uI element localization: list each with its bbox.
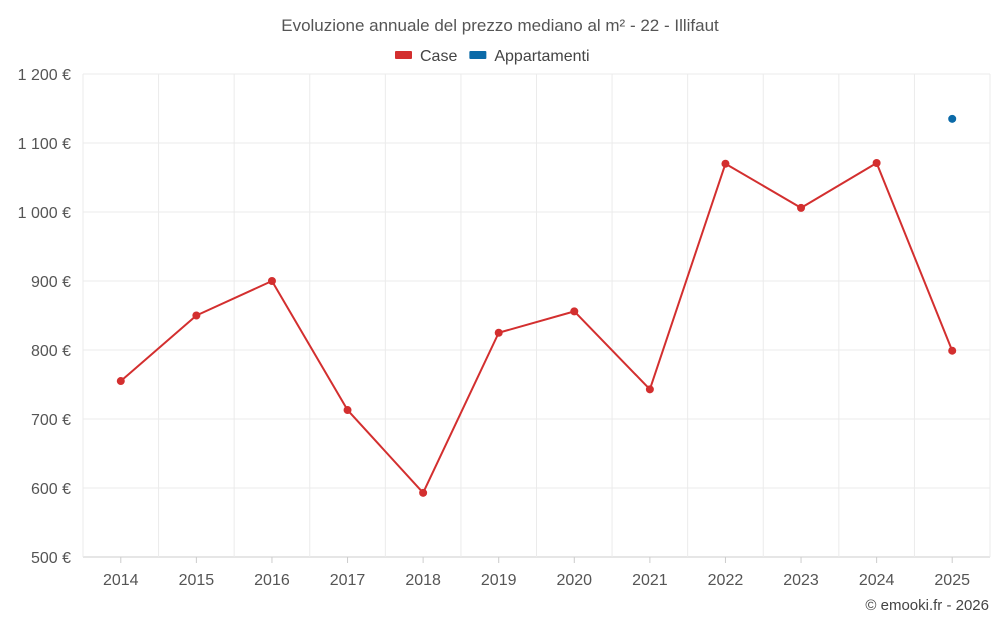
- y-tick-label: 700 €: [31, 412, 71, 429]
- y-tick-label: 1 200 €: [18, 67, 71, 84]
- data-point-case-2020[interactable]: [570, 307, 579, 316]
- data-point-case-2024[interactable]: [872, 159, 881, 168]
- data-point-case-2018[interactable]: [419, 488, 428, 497]
- data-point-case-2025[interactable]: [948, 346, 957, 355]
- y-tick-label: 900 €: [31, 274, 71, 291]
- x-tick-label: 2021: [632, 572, 668, 589]
- x-tick-label: 2016: [254, 572, 290, 589]
- legend-swatch: [395, 51, 412, 59]
- credit-text: © emooki.fr - 2026: [865, 597, 989, 614]
- legend-label: Appartamenti: [494, 48, 589, 65]
- x-tick-label: 2019: [481, 572, 517, 589]
- x-tick-label: 2025: [934, 572, 970, 589]
- legend-item-case[interactable]: Case: [395, 48, 457, 65]
- x-tick-label: 2023: [783, 572, 819, 589]
- legend-item-appartamenti[interactable]: Appartamenti: [469, 48, 590, 65]
- legend-label: Case: [420, 48, 457, 65]
- data-point-case-2019[interactable]: [494, 328, 503, 337]
- data-point-case-2022[interactable]: [721, 159, 730, 168]
- series-line-case: [120, 162, 954, 494]
- y-tick-label: 800 €: [31, 343, 71, 360]
- x-tick-label: 2024: [859, 572, 895, 589]
- y-tick-label: 500 €: [31, 550, 71, 567]
- x-tick-label: 2022: [708, 572, 744, 589]
- data-point-case-2023[interactable]: [797, 203, 806, 212]
- data-point-case-2021[interactable]: [645, 385, 654, 394]
- x-tick-label: 2017: [330, 572, 366, 589]
- y-tick-label: 1 000 €: [18, 205, 71, 222]
- data-point-case-2016[interactable]: [267, 277, 276, 285]
- x-tick-label: 2020: [556, 572, 592, 589]
- data-point-case-2014[interactable]: [116, 377, 125, 386]
- legend: Case Appartamenti: [395, 48, 590, 65]
- x-tick-label: 2018: [405, 572, 441, 589]
- y-tick-label: 1 100 €: [18, 136, 71, 153]
- legend-swatch: [469, 51, 487, 59]
- chart-title: Evoluzione annuale del prezzo mediano al…: [281, 16, 719, 35]
- x-tick-label: 2014: [103, 572, 139, 589]
- x-tick-label: 2015: [179, 572, 215, 589]
- data-point-case-2017[interactable]: [343, 406, 352, 415]
- y-tick-label: 600 €: [31, 481, 71, 498]
- data-point-case-2015[interactable]: [192, 311, 201, 320]
- data-point-appartamenti-2025[interactable]: [948, 114, 957, 123]
